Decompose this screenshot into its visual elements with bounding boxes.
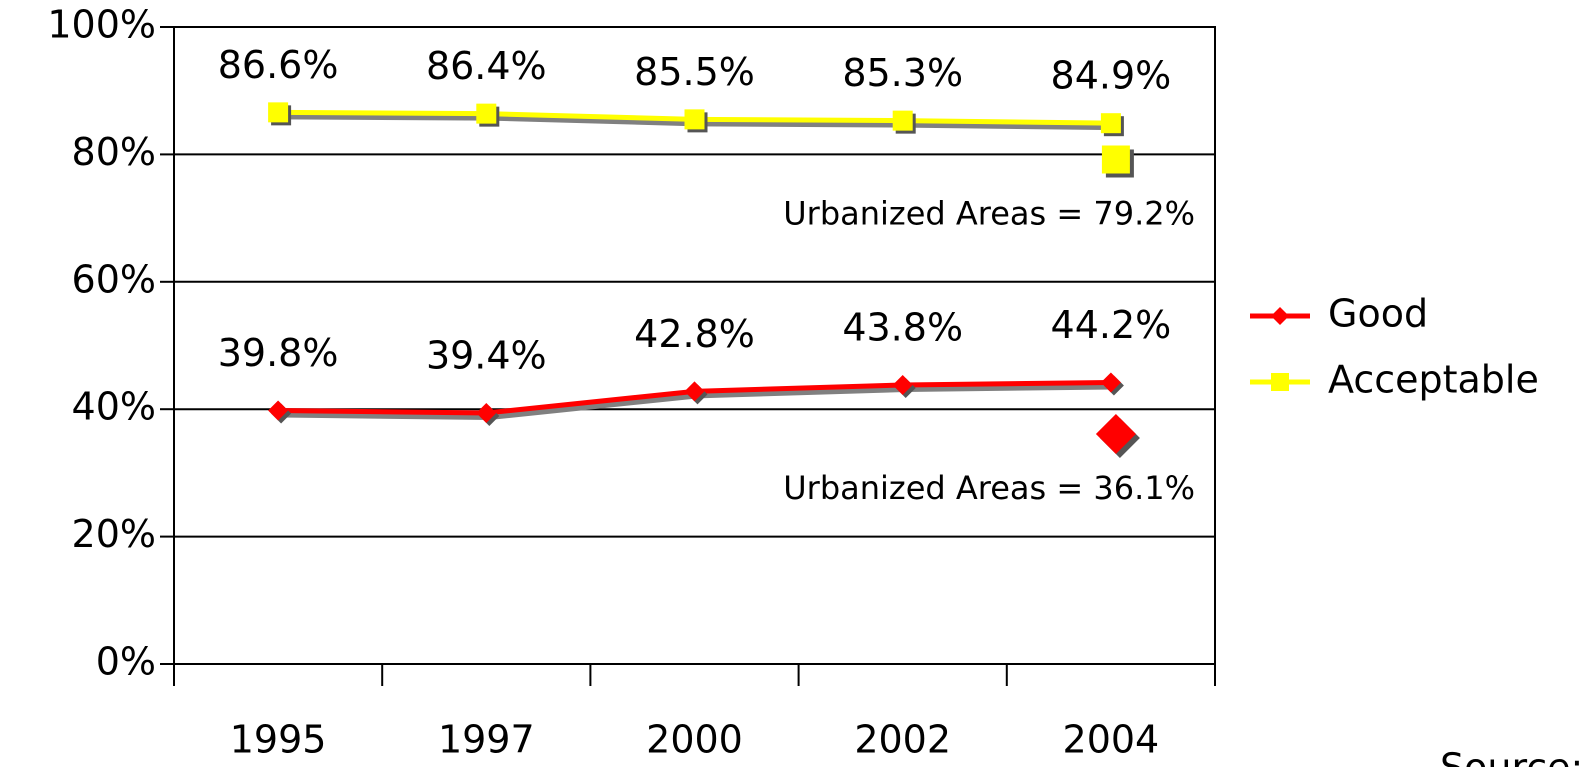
value-label: 43.8%	[842, 305, 963, 349]
x-tick-label: 2004	[1063, 718, 1160, 762]
urbanized-point	[1101, 145, 1130, 174]
y-tick-label: 100%	[47, 3, 156, 47]
legend-marker	[1271, 307, 1289, 325]
y-tick-label: 20%	[72, 512, 156, 556]
y-tick-label: 0%	[96, 640, 156, 684]
y-tick-label: 40%	[72, 385, 156, 429]
annotation: Urbanized Areas = 79.2%	[783, 194, 1195, 232]
value-label: 86.6%	[218, 43, 339, 87]
point	[684, 381, 705, 402]
point	[892, 110, 913, 131]
annotation: Urbanized Areas = 36.1%	[783, 469, 1195, 507]
point	[268, 102, 289, 123]
legend-label: Good	[1328, 292, 1428, 336]
point	[684, 109, 705, 130]
value-label: 86.4%	[426, 44, 547, 88]
value-label: 39.8%	[218, 331, 339, 375]
y-tick-label: 80%	[72, 130, 156, 174]
point	[476, 403, 497, 424]
value-label: 84.9%	[1051, 54, 1172, 98]
x-tick-label: 1995	[230, 718, 327, 762]
value-label: 42.8%	[634, 312, 755, 356]
x-tick-label: 2000	[646, 718, 743, 762]
point	[1100, 372, 1121, 393]
urbanized-point	[1095, 414, 1136, 455]
legend-label: Acceptable	[1328, 358, 1539, 402]
point	[268, 400, 289, 421]
legend-marker	[1271, 373, 1289, 391]
value-label: 85.5%	[634, 50, 755, 94]
point	[1100, 113, 1121, 134]
y-tick-label: 60%	[72, 257, 156, 301]
value-label: 39.4%	[426, 334, 547, 378]
value-label: 44.2%	[1051, 303, 1172, 347]
x-tick-label: 2002	[854, 718, 951, 762]
point	[892, 374, 913, 395]
source: Source: FHWA	[1440, 746, 1587, 767]
value-label: 85.3%	[842, 51, 963, 95]
x-tick-label: 1997	[438, 718, 535, 762]
point	[476, 103, 497, 124]
